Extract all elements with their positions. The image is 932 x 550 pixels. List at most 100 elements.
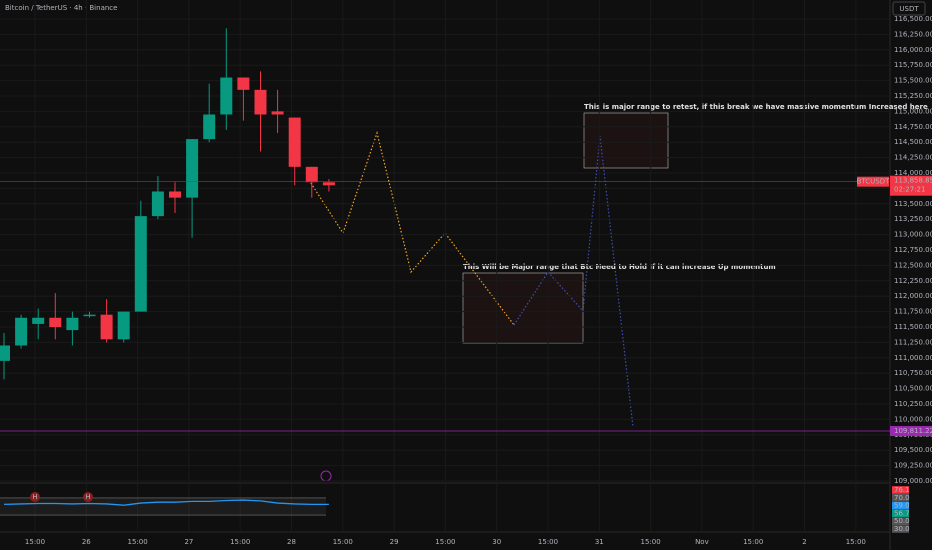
rsi-line bbox=[3, 499, 329, 506]
annotation: This Will be Major range that Btc Need t… bbox=[463, 263, 776, 271]
rsi-axis-label: 50.0 bbox=[894, 517, 910, 525]
projection-path bbox=[513, 135, 634, 428]
y-tick-label: 109,500.00 bbox=[894, 446, 932, 454]
candle-body bbox=[271, 111, 284, 115]
y-tick-label: 110,250.00 bbox=[894, 400, 932, 408]
x-tick-label: 15:00 bbox=[333, 538, 353, 546]
x-tick-label: 26 bbox=[82, 538, 91, 546]
y-tick-label: 109,250.00 bbox=[894, 462, 932, 470]
y-tick-label: 112,250.00 bbox=[894, 277, 932, 285]
rsi-axis-tag bbox=[892, 486, 909, 494]
x-tick-label: 15:00 bbox=[846, 538, 866, 546]
rsi-axis-label: 59.0 bbox=[894, 502, 910, 510]
y-tick-label: 111,250.00 bbox=[894, 338, 932, 346]
candle-body bbox=[15, 317, 28, 346]
x-tick-label: 28 bbox=[287, 538, 296, 546]
x-tick-label: 15:00 bbox=[25, 538, 45, 546]
x-tick-label: 27 bbox=[184, 538, 193, 546]
candle-body bbox=[322, 182, 335, 186]
y-tick-label: 111,000.00 bbox=[894, 354, 932, 362]
range-box bbox=[583, 112, 669, 169]
y-tick-label: 114,500.00 bbox=[894, 138, 932, 146]
y-tick-label: 116,500.00 bbox=[894, 15, 932, 23]
y-tick-label: 112,750.00 bbox=[894, 246, 932, 254]
y-tick-label: 112,000.00 bbox=[894, 292, 932, 300]
rsi-axis-tag bbox=[892, 509, 909, 518]
level-label: 109,811.22 bbox=[894, 427, 932, 435]
currency: USDT bbox=[899, 5, 919, 13]
rsi-marker-label: H bbox=[85, 493, 90, 501]
candle-body bbox=[32, 317, 45, 324]
rsi-axis-tag bbox=[892, 525, 909, 533]
level-tag bbox=[890, 426, 932, 437]
candle-body bbox=[117, 311, 130, 340]
candle-body bbox=[83, 314, 96, 317]
rsi-axis-tag bbox=[892, 517, 909, 525]
y-tick-label: 110,000.00 bbox=[894, 415, 932, 423]
y-tick-label: 111,500.00 bbox=[894, 323, 932, 331]
rsi-axis-label: 56.7 bbox=[894, 509, 910, 517]
candle-body bbox=[66, 317, 79, 331]
candle-body bbox=[237, 77, 250, 90]
candle-body bbox=[49, 317, 62, 327]
x-tick-label: 15:00 bbox=[128, 538, 148, 546]
countdown: 02:27:21 bbox=[894, 186, 925, 194]
rsi-axis-tag bbox=[892, 494, 909, 502]
y-tick-label: 113,500.00 bbox=[894, 200, 932, 208]
y-tick-label: 116,250.00 bbox=[894, 30, 932, 38]
x-tick-label: 15:00 bbox=[435, 538, 455, 546]
y-tick-label: 115,750.00 bbox=[894, 61, 932, 69]
candle-body bbox=[134, 216, 147, 312]
x-tick-label: 15:00 bbox=[230, 538, 250, 546]
candle-body bbox=[0, 345, 10, 361]
y-tick-label: 113,000.00 bbox=[894, 231, 932, 239]
currency-box bbox=[892, 1, 926, 16]
y-tick-label: 109,000.00 bbox=[894, 477, 932, 485]
y-tick-label: 110,750.00 bbox=[894, 369, 932, 377]
candle-body bbox=[305, 166, 318, 183]
candle-body bbox=[254, 89, 267, 115]
y-tick-label: 116,000.00 bbox=[894, 46, 932, 54]
candle-body bbox=[169, 191, 181, 198]
x-tick-label: 30 bbox=[492, 538, 501, 546]
symbol-tag bbox=[857, 176, 889, 187]
y-tick-label: 112,500.00 bbox=[894, 261, 932, 269]
candle-body bbox=[220, 77, 233, 115]
last-price-label: 113,858.85 bbox=[894, 177, 932, 185]
candle-body bbox=[151, 191, 164, 217]
x-tick-label: 31 bbox=[595, 538, 604, 546]
rsi-axis-tag bbox=[892, 501, 909, 510]
symbol-label: BTCUSDT bbox=[857, 178, 891, 186]
y-tick-label: 114,250.00 bbox=[894, 154, 932, 162]
x-tick-label: Nov bbox=[695, 538, 709, 546]
y-tick-label: 110,500.00 bbox=[894, 385, 932, 393]
rsi-marker bbox=[30, 492, 40, 502]
rsi-axis-label: 30.0 bbox=[894, 525, 910, 533]
x-tick-label: 15:00 bbox=[538, 538, 558, 546]
range-box bbox=[462, 272, 584, 344]
chart-title: Bitcoin / TetherUS · 4h · Binance bbox=[5, 4, 117, 12]
candle-body bbox=[288, 117, 301, 167]
y-tick-label: 113,250.00 bbox=[894, 215, 932, 223]
rsi-marker bbox=[83, 492, 93, 502]
x-tick-label: 15:00 bbox=[743, 538, 763, 546]
y-tick-label: 115,250.00 bbox=[894, 92, 932, 100]
x-tick-label: 15:00 bbox=[641, 538, 661, 546]
rsi-marker-label: H bbox=[32, 493, 37, 501]
annotation: This is major range to retest, if this b… bbox=[584, 103, 928, 111]
y-tick-label: 115,500.00 bbox=[894, 77, 932, 85]
x-tick-label: 2 bbox=[802, 538, 806, 546]
price-tag bbox=[890, 175, 932, 196]
y-tick-label: 114,750.00 bbox=[894, 123, 932, 131]
rsi-band-fill bbox=[0, 497, 326, 516]
rsi-axis-label: 70.0 bbox=[894, 494, 910, 502]
projection-path bbox=[308, 130, 515, 326]
y-tick-label: 111,750.00 bbox=[894, 308, 932, 316]
rsi-axis-label: 76.1 bbox=[894, 486, 910, 494]
x-tick-label: 29 bbox=[390, 538, 399, 546]
candle-body bbox=[100, 314, 113, 340]
candle-body bbox=[186, 139, 199, 198]
candle-body bbox=[203, 114, 216, 140]
